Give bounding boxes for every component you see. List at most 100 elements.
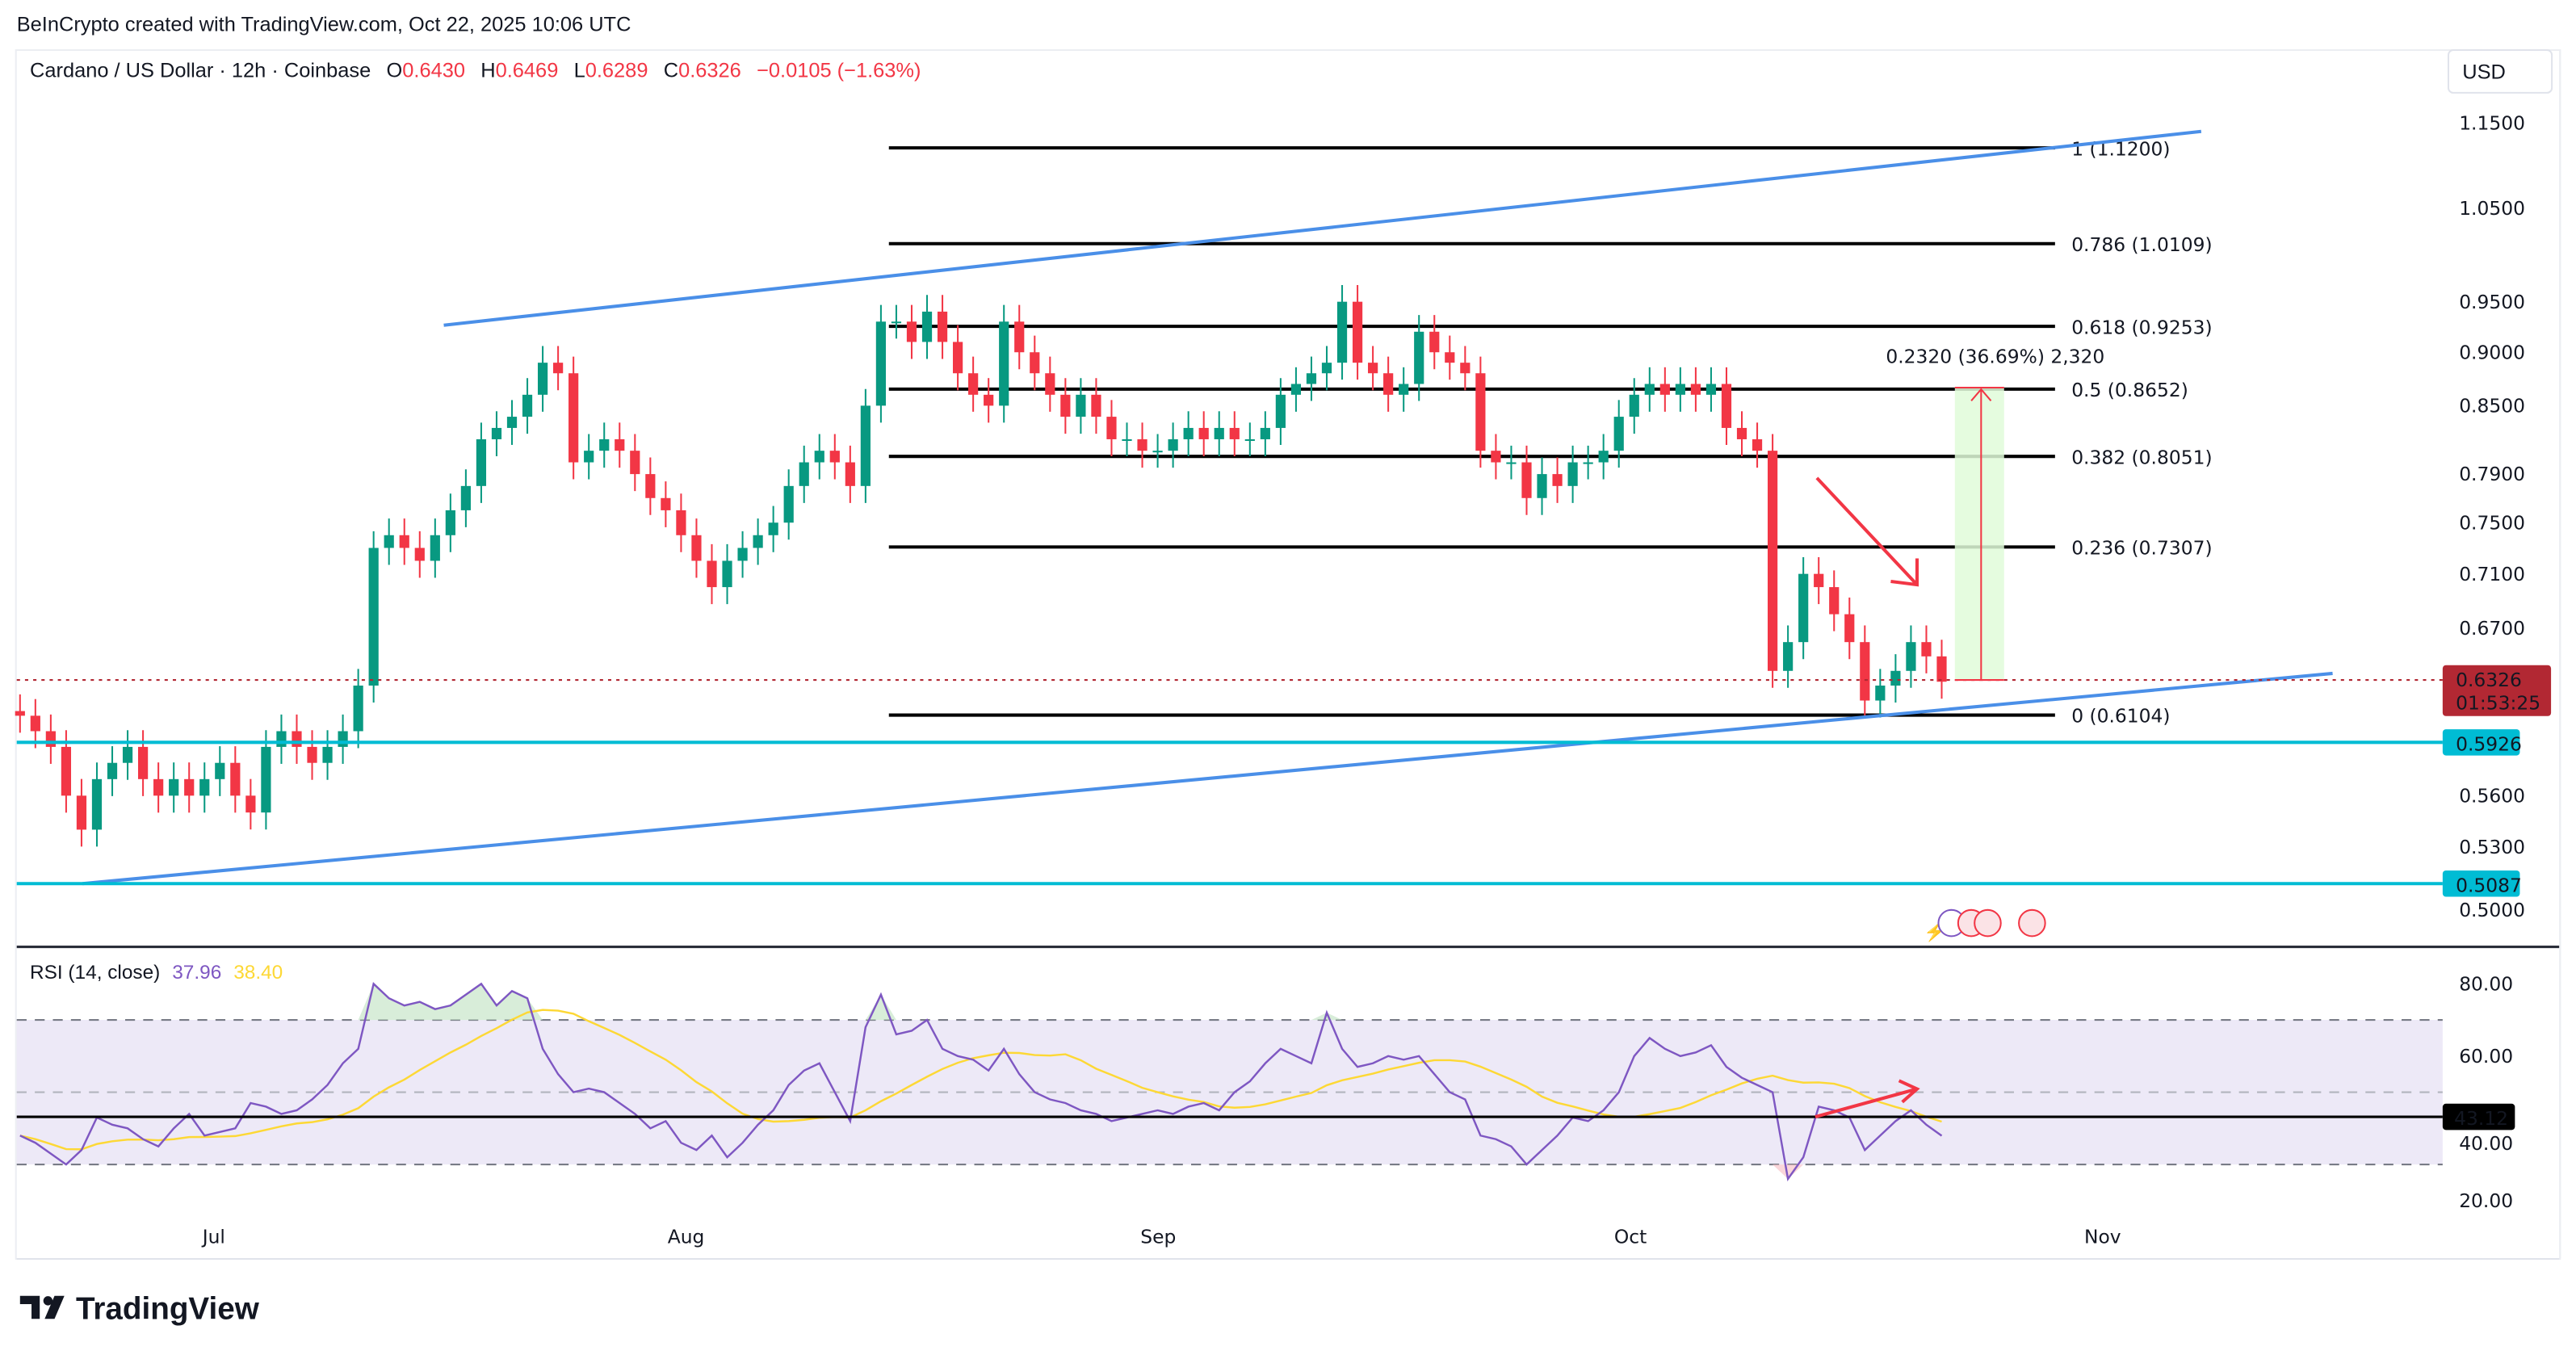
- candle-body: [322, 746, 333, 763]
- channel-lower-line[interactable]: [82, 671, 2333, 886]
- candle-body: [1798, 573, 1809, 643]
- candle-body: [1690, 384, 1701, 395]
- candle: [1137, 422, 1147, 468]
- economic-event-icons[interactable]: ⚡: [1924, 908, 2046, 943]
- fib-level-label: 0.786 (1.0109): [2071, 233, 2212, 256]
- candle-body: [829, 451, 840, 463]
- candle-body: [1875, 686, 1886, 701]
- candle-body: [1736, 427, 1747, 439]
- rsi-marker-label: [2442, 1103, 2515, 1131]
- candle-body: [783, 485, 794, 523]
- candle: [491, 411, 502, 456]
- candle: [1198, 411, 1209, 456]
- candle-body: [107, 762, 118, 779]
- candle: [1229, 411, 1240, 456]
- candle-body: [199, 778, 210, 796]
- tradingview-logo: TradingView: [19, 1291, 260, 1326]
- candle-body: [491, 427, 502, 439]
- candle: [76, 778, 87, 847]
- rsi-value: 37.96: [172, 962, 221, 984]
- time-axis[interactable]: Jul Aug Sep Oct Nov: [16, 1226, 2560, 1261]
- candle-body: [1844, 614, 1855, 643]
- price-tick: 0.7500: [2459, 511, 2525, 534]
- candle-body: [261, 746, 271, 813]
- symbol-legend[interactable]: Cardano / US Dollar · 12h · Coinbase O0.…: [30, 60, 921, 82]
- candle-body: [1399, 384, 1409, 395]
- candle-body: [1506, 462, 1517, 464]
- candle: [15, 694, 25, 733]
- up-arrow-annotation-icon[interactable]: [1815, 1079, 1920, 1119]
- low-value: 0.6289: [585, 60, 648, 82]
- candles: [15, 285, 1947, 847]
- candle-body: [1445, 352, 1455, 363]
- candle-body: [153, 778, 164, 796]
- candle: [1936, 640, 1947, 699]
- candle: [476, 422, 487, 503]
- candle: [1429, 315, 1440, 370]
- candle: [1906, 625, 1916, 688]
- candle: [984, 378, 994, 423]
- candle: [1567, 445, 1578, 503]
- candle-body: [1198, 427, 1209, 439]
- candle-body: [1429, 331, 1440, 353]
- candle-body: [722, 560, 732, 588]
- candle-body: [537, 363, 548, 395]
- candle-body: [445, 510, 455, 535]
- candle: [768, 506, 778, 552]
- candle-body: [1106, 417, 1117, 439]
- candle: [199, 762, 210, 813]
- candle-body: [245, 795, 256, 813]
- candle: [1644, 367, 1655, 412]
- down-arrow-annotation-icon[interactable]: [1815, 476, 1919, 587]
- rsi-overbought-fill: [19, 984, 1942, 1021]
- candle-body: [76, 795, 87, 830]
- candle-body: [1290, 384, 1302, 395]
- candle-body: [1045, 373, 1055, 395]
- price-tick: 0.5600: [2459, 784, 2525, 807]
- candle: [676, 493, 686, 552]
- rsi-marker-value: 43.12: [2454, 1107, 2508, 1130]
- candle: [1214, 411, 1224, 456]
- measure-box[interactable]: [1954, 388, 2004, 681]
- price-tick: 0.8500: [2459, 395, 2525, 417]
- fib-retracement[interactable]: 1 (1.1200)0.786 (1.0109)0.618 (0.9253)0.…: [888, 137, 2213, 728]
- currency-button-label: USD: [2462, 61, 2506, 84]
- candle-body: [1629, 394, 1639, 417]
- low-label: L: [574, 60, 585, 82]
- candle: [1076, 378, 1086, 434]
- close-value: 0.6326: [678, 60, 741, 82]
- candle-body: [1829, 587, 1840, 615]
- rsi-tick: 20.00: [2459, 1189, 2513, 1212]
- channel-upper-line[interactable]: [443, 129, 2202, 327]
- candle: [1414, 315, 1424, 401]
- fib-level-label: 0.618 (0.9253): [2071, 316, 2212, 338]
- candle: [845, 445, 855, 503]
- candle: [353, 669, 363, 749]
- candle-body: [1491, 451, 1501, 463]
- price-tick: 0.9500: [2459, 291, 2525, 313]
- candle-body: [891, 321, 902, 324]
- rsi-legend[interactable]: RSI (14, close) 37.96 38.40: [30, 962, 283, 984]
- candle: [1491, 434, 1501, 480]
- candle-body: [1014, 321, 1025, 353]
- candle: [1460, 346, 1471, 391]
- support-1-value: 0.5926: [2456, 733, 2522, 756]
- candle: [245, 778, 256, 830]
- candle: [1537, 457, 1547, 515]
- rsi-ma-value: 38.40: [233, 962, 283, 984]
- candle-body: [1890, 670, 1901, 686]
- candle: [799, 445, 809, 503]
- candle: [1844, 597, 1855, 660]
- candle: [1583, 445, 1593, 480]
- currency-button[interactable]: [2447, 49, 2553, 94]
- rsi-axis[interactable]: 80.00 60.00 40.00 20.00: [2459, 972, 2513, 1211]
- price-axis[interactable]: 1.1500 1.0500 0.9500 0.9000 0.8500 0.7900 0.75…: [2459, 112, 2525, 921]
- candle-body: [1152, 451, 1163, 453]
- candle: [1244, 422, 1255, 456]
- candle-body: [1137, 438, 1147, 451]
- price-tick: 0.5300: [2459, 836, 2525, 858]
- candle-body: [753, 535, 763, 548]
- candle: [645, 457, 656, 515]
- candle: [968, 356, 979, 412]
- logo-text: TradingView: [76, 1291, 260, 1326]
